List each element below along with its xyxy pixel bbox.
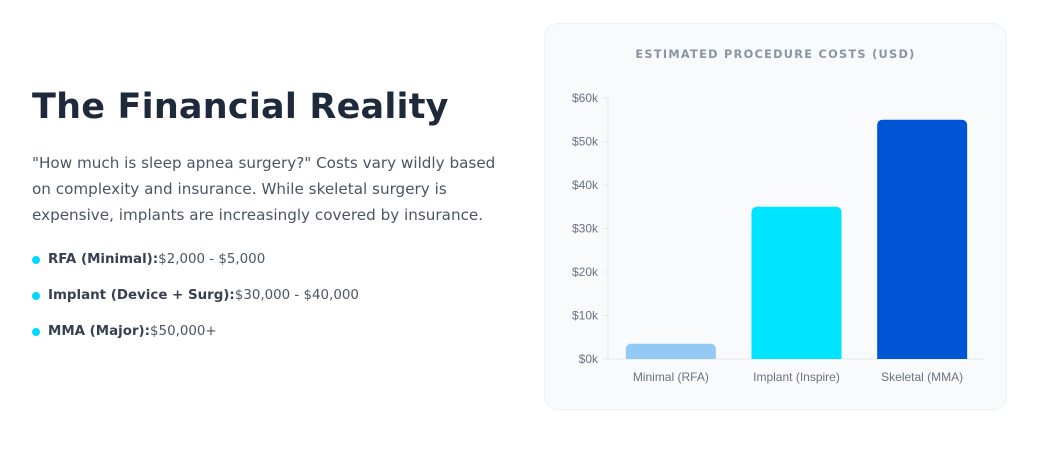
y-tick-label: $60k: [572, 91, 599, 105]
cost-list: RFA (Minimal):$2,000 - $5,000 Implant (D…: [32, 251, 502, 359]
cost-value: $30,000 - $40,000: [234, 288, 359, 303]
cost-bar-chart: $0k $10k $20k $30k $40k $50k $60k Minimal (RFA)…: [572, 91, 985, 384]
y-tick-label: $30k: [572, 222, 599, 236]
y-tick-label: $50k: [572, 135, 599, 149]
cost-item-rfa: RFA (Minimal):$2,000 - $5,000: [32, 251, 502, 287]
bullet-dot-icon: [32, 256, 40, 264]
financial-section: The Financial Reality "How much is sleep…: [32, 82, 502, 359]
x-tick-label: Implant (Inspire): [753, 370, 840, 384]
bar-2: [751, 206, 842, 359]
cost-label: RFA (Minimal):: [48, 252, 159, 267]
cost-label: MMA (Major):: [48, 324, 151, 339]
y-tick-label: $20k: [572, 265, 599, 279]
chart-title: ESTIMATED PROCEDURE COSTS (USD): [635, 48, 916, 61]
section-title: The Financial Reality: [32, 87, 449, 127]
bullet-dot-icon: [32, 292, 40, 300]
y-tick-label: $40k: [572, 178, 599, 192]
cost-value: $50,000+: [150, 324, 217, 339]
chart-card: ESTIMATED PROCEDURE COSTS (USD) $0k $10k $…: [544, 23, 1007, 410]
intro-paragraph: "How much is sleep apnea surgery?" Costs…: [32, 154, 496, 224]
bar-1: [625, 343, 716, 359]
x-tick-label: Minimal (RFA): [633, 370, 709, 384]
bar-3: [877, 119, 968, 359]
cost-label: Implant (Device + Surg):: [48, 288, 235, 303]
cost-item-mma: MMA (Major):$50,000+: [32, 323, 502, 359]
cost-item-implant: Implant (Device + Surg):$30,000 - $40,00…: [32, 287, 502, 323]
y-tick-label: $10k: [572, 309, 599, 323]
y-tick-label: $0k: [579, 352, 599, 366]
cost-value: $2,000 - $5,000: [158, 252, 266, 267]
bullet-dot-icon: [32, 328, 40, 336]
x-tick-label: Skeletal (MMA): [881, 370, 963, 384]
